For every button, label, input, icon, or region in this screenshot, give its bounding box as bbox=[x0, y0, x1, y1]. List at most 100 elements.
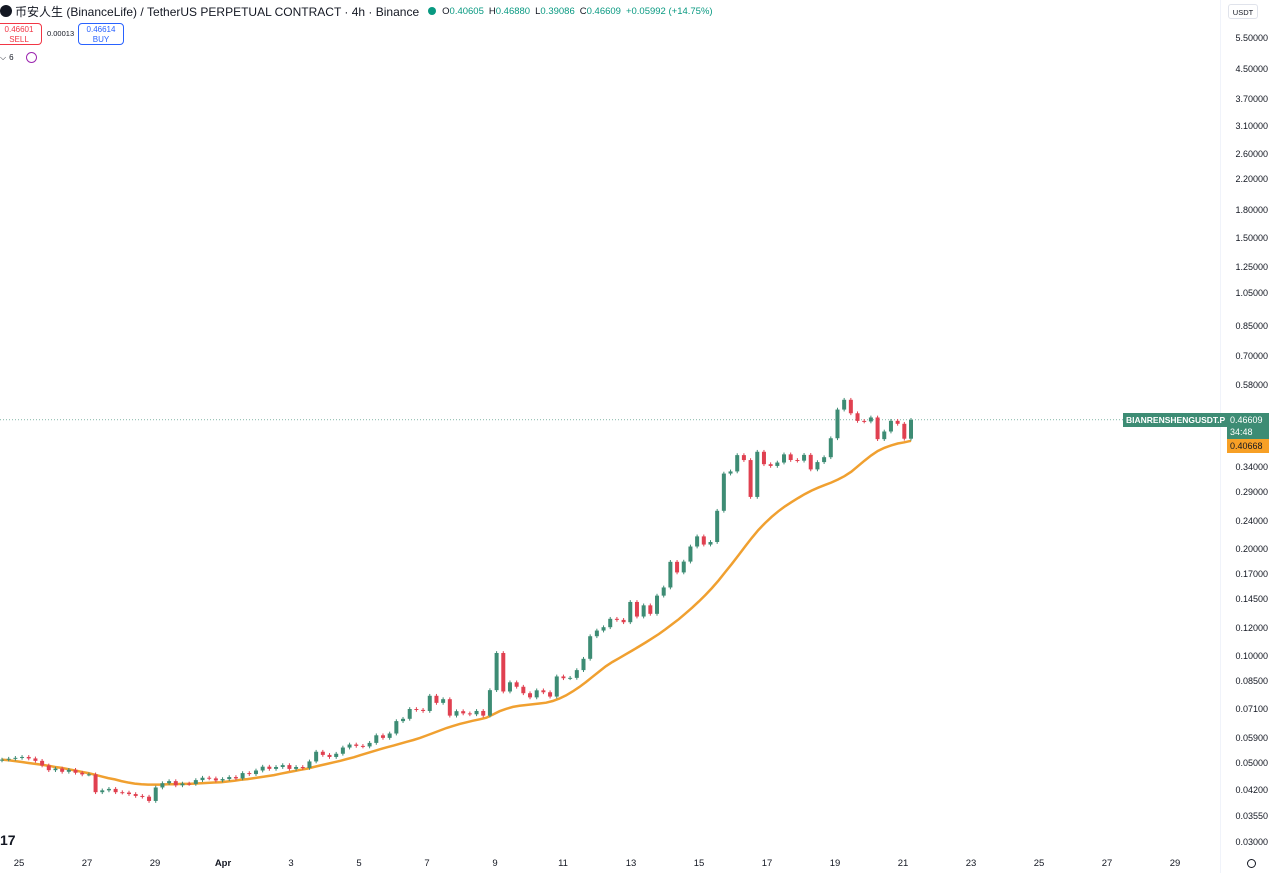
time-tick-label: 13 bbox=[625, 858, 637, 869]
candle-body bbox=[548, 692, 553, 697]
candle-body bbox=[133, 794, 138, 796]
price-tick-label: 0.58000 bbox=[1235, 380, 1268, 391]
price-tick-label: 4.50000 bbox=[1235, 63, 1268, 74]
candle-body bbox=[895, 420, 900, 424]
candle-body bbox=[561, 676, 566, 679]
candle bbox=[46, 763, 51, 773]
candle-body bbox=[828, 438, 833, 458]
candle bbox=[253, 768, 258, 776]
candle-body bbox=[274, 766, 279, 769]
candle bbox=[594, 628, 599, 639]
open-label: O bbox=[442, 5, 450, 17]
candle-body bbox=[695, 536, 700, 547]
currency-selector[interactable]: USDT bbox=[1228, 4, 1258, 19]
candle bbox=[33, 756, 38, 763]
candle-body bbox=[868, 417, 873, 422]
candle bbox=[0, 757, 4, 763]
candle-body bbox=[360, 745, 365, 747]
candle bbox=[895, 418, 900, 426]
candle bbox=[354, 742, 359, 748]
price-tick-label: 0.85000 bbox=[1235, 321, 1268, 332]
candle bbox=[808, 453, 813, 472]
candle bbox=[842, 397, 847, 412]
price-tick-label: 1.80000 bbox=[1235, 205, 1268, 216]
candle bbox=[775, 460, 780, 468]
candle-body bbox=[394, 721, 399, 734]
candle-body bbox=[153, 787, 158, 801]
price-tick-label: 0.05900 bbox=[1235, 732, 1268, 743]
price-axis-divider bbox=[1220, 0, 1221, 873]
symbol-price-tag: BIANRENSHENGUSDT.P bbox=[1123, 413, 1229, 427]
candle-body bbox=[808, 454, 813, 470]
candle bbox=[822, 455, 827, 464]
open-value: 0.40605 bbox=[449, 5, 484, 17]
sell-button[interactable]: 0.46601 SELL bbox=[0, 23, 42, 45]
candle bbox=[581, 656, 586, 672]
candle bbox=[795, 458, 800, 463]
time-tick-label: 21 bbox=[897, 858, 909, 869]
candle-body bbox=[33, 758, 38, 761]
candle bbox=[147, 794, 152, 803]
candle bbox=[621, 618, 626, 625]
candle-body bbox=[688, 546, 693, 562]
candle bbox=[13, 756, 18, 761]
candle-body bbox=[715, 510, 720, 542]
candle-body bbox=[207, 777, 212, 779]
candle bbox=[548, 690, 553, 699]
candle bbox=[541, 688, 546, 695]
candle-body bbox=[588, 636, 593, 659]
candles bbox=[0, 397, 913, 803]
candle-body bbox=[126, 792, 131, 795]
price-tick-label: 1.25000 bbox=[1235, 261, 1268, 272]
candle-body bbox=[320, 751, 325, 755]
close-value: 0.46609 bbox=[586, 5, 621, 17]
time-tick-label: 11 bbox=[558, 858, 568, 869]
candle-body bbox=[347, 744, 352, 748]
gear-icon[interactable] bbox=[1247, 859, 1256, 868]
candle-body bbox=[253, 770, 258, 775]
symbol-title[interactable]: 币安人生 (BinanceLife) / TetherUS PERPETUAL … bbox=[15, 4, 420, 19]
candle bbox=[494, 651, 499, 693]
candle-body bbox=[421, 709, 426, 711]
candle-body bbox=[227, 777, 232, 780]
candle-body bbox=[608, 618, 613, 628]
time-tick-label: 9 bbox=[492, 858, 498, 869]
price-tick-label: 3.70000 bbox=[1235, 94, 1268, 105]
candle-body bbox=[160, 783, 165, 788]
candle bbox=[481, 709, 486, 718]
chevron-down-icon: ⌵ bbox=[0, 52, 7, 62]
candle bbox=[53, 766, 58, 773]
candle bbox=[287, 763, 292, 771]
time-tick-label: 29 bbox=[1169, 858, 1181, 869]
candle bbox=[173, 779, 178, 788]
candle bbox=[247, 771, 252, 776]
price-tick-label: 0.03550 bbox=[1235, 811, 1268, 822]
candle-body bbox=[387, 733, 392, 738]
tradingview-logo[interactable]: 17 bbox=[0, 832, 16, 848]
candle-body bbox=[0, 759, 4, 761]
candle bbox=[882, 429, 887, 442]
candle-body bbox=[120, 792, 125, 794]
candle bbox=[106, 787, 111, 793]
candle bbox=[768, 462, 773, 468]
candle bbox=[280, 763, 285, 769]
candle-body bbox=[795, 460, 800, 462]
refresh-icon[interactable] bbox=[25, 52, 37, 63]
candle-body bbox=[140, 795, 145, 797]
candle bbox=[474, 709, 479, 717]
close-label: C bbox=[579, 5, 587, 17]
candle-body bbox=[882, 431, 887, 440]
candle-body bbox=[287, 765, 292, 769]
chart-header: 币安人生 (BinanceLife) / TetherUS PERPETUAL … bbox=[0, 3, 713, 19]
indicator-toggle[interactable]: ⌵ 6 bbox=[0, 52, 37, 63]
buy-button[interactable]: 0.46614 BUY bbox=[78, 23, 124, 45]
price-tick-label: 5.50000 bbox=[1235, 33, 1268, 43]
candle bbox=[86, 772, 91, 777]
low-label: L bbox=[535, 5, 541, 17]
price-change: +0.05992 (+14.75%) bbox=[625, 5, 713, 17]
candle bbox=[902, 421, 907, 441]
candle-body bbox=[481, 710, 486, 716]
candle-body bbox=[454, 711, 459, 716]
candle bbox=[748, 458, 753, 499]
